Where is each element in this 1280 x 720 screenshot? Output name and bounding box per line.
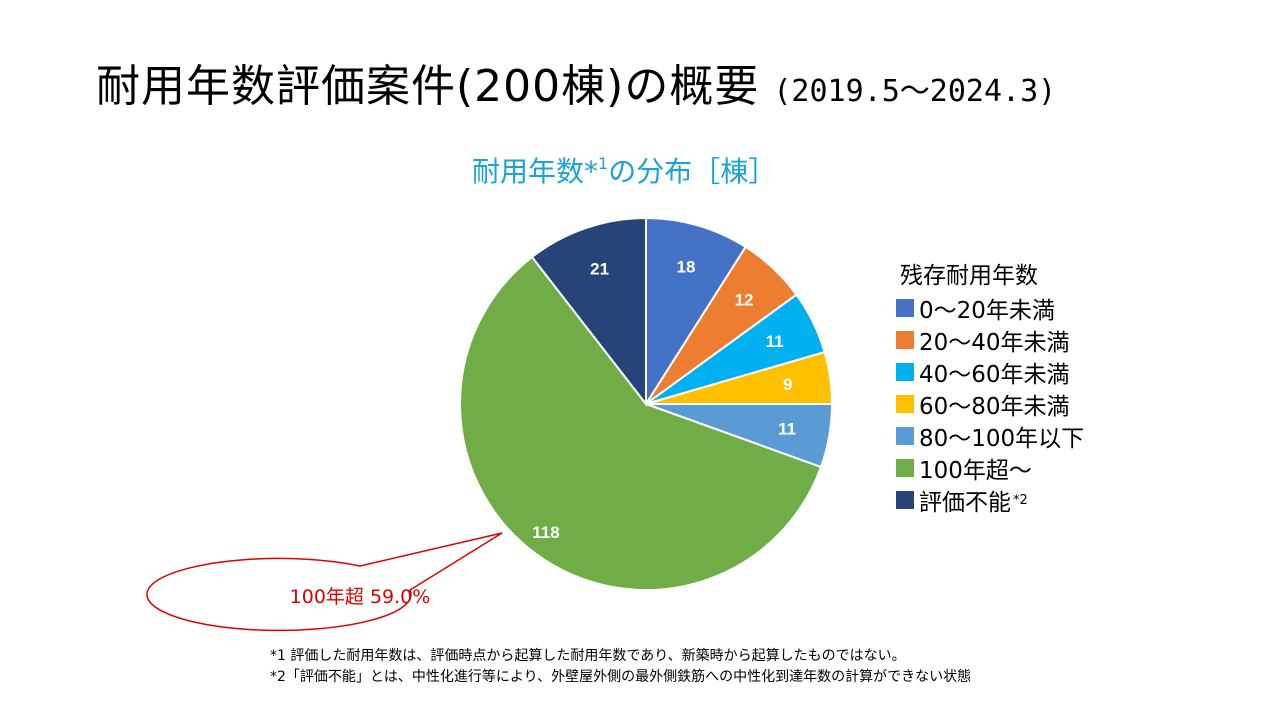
legend-swatch bbox=[896, 459, 914, 477]
chart-title-main: 耐用年数* bbox=[472, 155, 599, 188]
pie-slice-labels: 18 12 11 9 11 118 21 bbox=[532, 257, 796, 542]
pie-slices bbox=[459, 216, 834, 591]
legend-footnote-mark: *2 bbox=[1013, 492, 1028, 508]
legend-swatch bbox=[896, 299, 914, 317]
legend-item: 評価不能 *2 bbox=[896, 484, 1084, 516]
chart-title-footnote-mark: 1 bbox=[598, 154, 609, 173]
legend-label: 0～20年未満 bbox=[919, 298, 1055, 324]
legend-label: 100年超～ bbox=[919, 458, 1032, 484]
pie-slice bbox=[459, 255, 823, 591]
legend-item: 20～40年未満 bbox=[896, 324, 1084, 356]
footnote-1: *1 評価した耐用年数は、評価時点から起算した耐用年数であり、新築時から起算した… bbox=[270, 648, 906, 664]
legend-item: 80～100年以下 bbox=[896, 420, 1084, 452]
footnotes: *1 評価した耐用年数は、評価時点から起算した耐用年数であり、新築時から起算した… bbox=[270, 646, 971, 688]
legend-item: 0～20年未満 bbox=[896, 292, 1084, 324]
legend-swatch bbox=[896, 427, 914, 445]
pie-slice-label: 11 bbox=[778, 420, 796, 439]
chart-title: 耐用年数*1の分布［棟］ bbox=[472, 150, 776, 190]
legend-items: 0～20年未満 20～40年未満 40～60年未満 60～80年未満 80～100年以下… bbox=[896, 292, 1084, 516]
chart-title-rest: の分布［棟］ bbox=[608, 155, 777, 188]
legend-label: 60～80年未満 bbox=[919, 394, 1070, 420]
legend-swatch bbox=[896, 363, 914, 381]
legend: 残存耐用年数 0～20年未満 20～40年未満 40～60年未満 60～80年未満 80… bbox=[896, 256, 1084, 516]
legend-item: 100年超～ bbox=[896, 452, 1084, 484]
legend-label: 20～40年未満 bbox=[919, 330, 1070, 356]
pie-slice-label: 9 bbox=[783, 375, 792, 394]
annotation-text: 100年超 59.0% bbox=[289, 586, 431, 608]
page-title: 耐用年数評価案件(200棟)の概要 (2019.5～2024.3) bbox=[96, 50, 1056, 114]
legend-swatch bbox=[896, 331, 914, 349]
page-title-period: (2019.5～2024.3) bbox=[773, 74, 1057, 109]
legend-title: 残存耐用年数 bbox=[900, 263, 1038, 289]
annotation-callout bbox=[146, 532, 503, 632]
legend-swatch bbox=[896, 395, 914, 413]
legend-item: 60～80年未満 bbox=[896, 388, 1084, 420]
pie-slice bbox=[645, 216, 748, 408]
legend-label: 評価不能 bbox=[919, 490, 1011, 516]
pie-slice-label: 21 bbox=[590, 260, 609, 279]
footnote-2: *2「評価不能」とは、中性化進行等により、外壁屋外側の最外側鉄筋への中性化到達年… bbox=[270, 669, 972, 685]
pie-slice-label: 11 bbox=[766, 332, 784, 351]
page-title-main: 耐用年数評価案件(200棟)の概要 bbox=[96, 61, 760, 112]
pie-slice bbox=[530, 216, 647, 407]
legend-swatch bbox=[896, 491, 914, 509]
legend-label: 40～60年未満 bbox=[919, 362, 1070, 388]
pie-slice-label: 18 bbox=[676, 257, 695, 276]
pie-slice-label: 118 bbox=[532, 523, 559, 542]
legend-item: 40～60年未満 bbox=[896, 356, 1084, 388]
legend-label: 80～100年以下 bbox=[919, 426, 1085, 452]
pie-slice-label: 12 bbox=[735, 291, 754, 310]
